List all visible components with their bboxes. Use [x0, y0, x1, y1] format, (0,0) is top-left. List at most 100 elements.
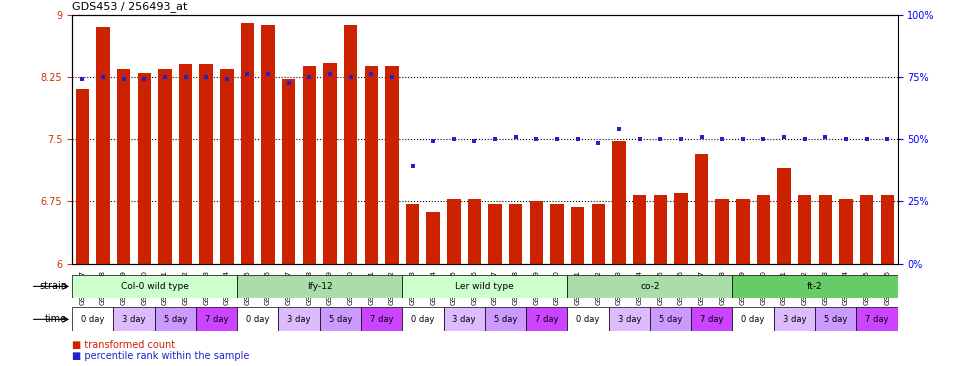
- Text: ft-2: ft-2: [807, 282, 823, 291]
- Point: [488, 136, 503, 142]
- Point: [777, 134, 792, 140]
- Point: [425, 138, 441, 144]
- Bar: [402, 307, 444, 331]
- Bar: [695, 154, 708, 264]
- Text: 3 day: 3 day: [782, 315, 806, 324]
- Bar: [732, 274, 898, 298]
- Text: 7 day: 7 day: [204, 315, 228, 324]
- Text: 5 day: 5 day: [493, 315, 517, 324]
- Bar: [237, 307, 278, 331]
- Point: [323, 71, 338, 77]
- Point: [467, 138, 482, 144]
- Bar: [361, 307, 402, 331]
- Bar: [485, 307, 526, 331]
- Bar: [674, 193, 687, 264]
- Point: [116, 76, 132, 82]
- Bar: [856, 307, 898, 331]
- Point: [756, 136, 771, 142]
- Bar: [320, 307, 361, 331]
- Bar: [261, 25, 275, 264]
- Bar: [526, 307, 567, 331]
- Text: 3 day: 3 day: [287, 315, 311, 324]
- Bar: [550, 204, 564, 264]
- Bar: [732, 307, 774, 331]
- Bar: [774, 307, 815, 331]
- Point: [240, 71, 255, 77]
- Bar: [530, 201, 543, 264]
- Point: [508, 134, 523, 140]
- Point: [570, 136, 586, 142]
- Bar: [278, 307, 320, 331]
- Point: [612, 126, 627, 132]
- Bar: [196, 307, 237, 331]
- Point: [95, 74, 110, 80]
- Bar: [567, 274, 732, 298]
- Bar: [447, 199, 461, 264]
- Bar: [96, 27, 109, 264]
- Text: time: time: [45, 314, 67, 324]
- Bar: [241, 23, 254, 264]
- Text: 3 day: 3 day: [122, 315, 146, 324]
- Bar: [509, 204, 522, 264]
- Point: [199, 74, 214, 80]
- Bar: [819, 195, 832, 264]
- Bar: [691, 307, 732, 331]
- Bar: [756, 195, 770, 264]
- Bar: [200, 64, 213, 264]
- Point: [178, 74, 193, 80]
- Point: [446, 136, 462, 142]
- Text: 7 day: 7 day: [865, 315, 889, 324]
- Point: [529, 136, 544, 142]
- Point: [694, 134, 709, 140]
- Text: 3 day: 3 day: [452, 315, 476, 324]
- Bar: [72, 307, 113, 331]
- Point: [714, 136, 730, 142]
- Text: co-2: co-2: [640, 282, 660, 291]
- Bar: [113, 307, 155, 331]
- Text: 5 day: 5 day: [328, 315, 352, 324]
- Bar: [237, 274, 402, 298]
- Bar: [158, 68, 172, 264]
- Bar: [778, 168, 791, 264]
- Text: 5 day: 5 day: [163, 315, 187, 324]
- Bar: [117, 68, 131, 264]
- Point: [281, 80, 297, 86]
- Point: [384, 74, 399, 80]
- Bar: [72, 274, 237, 298]
- Text: ■ transformed count: ■ transformed count: [72, 340, 175, 350]
- Bar: [344, 25, 357, 264]
- Text: 0 day: 0 day: [246, 315, 270, 324]
- Point: [735, 136, 751, 142]
- Point: [549, 136, 564, 142]
- Bar: [402, 274, 567, 298]
- Text: 5 day: 5 day: [824, 315, 848, 324]
- Point: [260, 71, 276, 77]
- Point: [157, 74, 173, 80]
- Point: [632, 136, 647, 142]
- Point: [838, 136, 853, 142]
- Text: 7 day: 7 day: [535, 315, 559, 324]
- Bar: [137, 73, 151, 264]
- Bar: [567, 307, 609, 331]
- Bar: [860, 195, 874, 264]
- Bar: [839, 199, 852, 264]
- Point: [405, 163, 420, 169]
- Point: [343, 74, 358, 80]
- Bar: [282, 79, 296, 264]
- Text: lfy-12: lfy-12: [307, 282, 332, 291]
- Point: [797, 136, 812, 142]
- Bar: [571, 207, 585, 264]
- Text: 0 day: 0 day: [81, 315, 105, 324]
- Bar: [489, 204, 502, 264]
- Bar: [444, 307, 485, 331]
- Point: [653, 136, 668, 142]
- Bar: [155, 307, 196, 331]
- Point: [673, 136, 688, 142]
- Bar: [179, 64, 192, 264]
- Point: [859, 136, 875, 142]
- Bar: [736, 199, 750, 264]
- Bar: [650, 307, 691, 331]
- Bar: [815, 307, 856, 331]
- Text: Ler wild type: Ler wild type: [455, 282, 515, 291]
- Point: [75, 76, 90, 82]
